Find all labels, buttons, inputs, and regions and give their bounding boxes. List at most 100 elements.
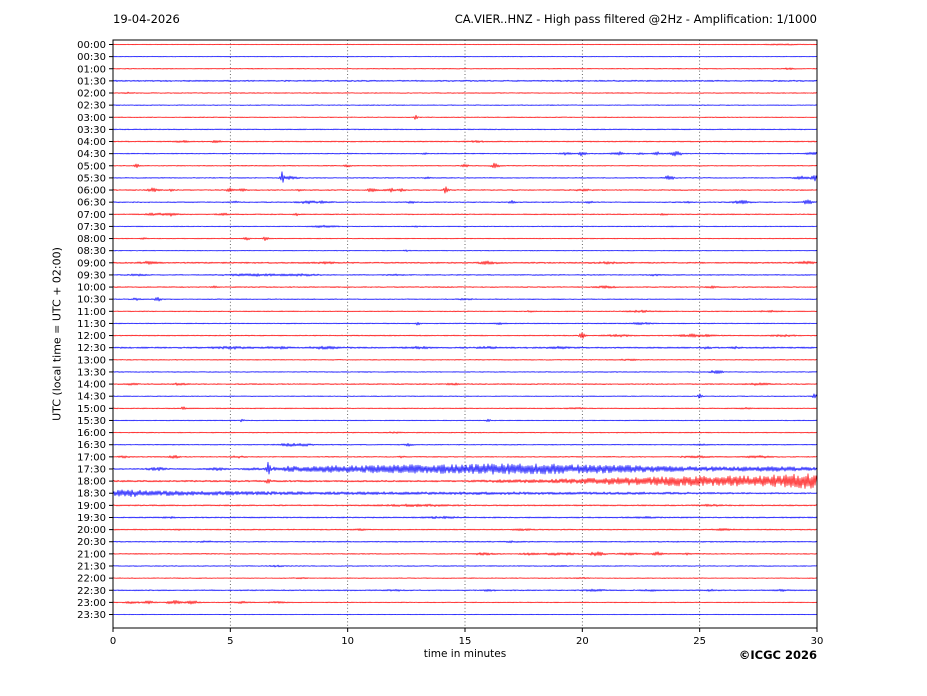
trace-0430	[112, 151, 818, 157]
row-time-label: 06:30	[77, 198, 106, 209]
row-time-label: 04:00	[77, 137, 106, 148]
x-tick-label: 25	[693, 636, 706, 647]
trace-2300	[112, 599, 818, 605]
trace-1100	[112, 309, 818, 313]
row-time-label: 19:00	[77, 501, 106, 512]
row-time-label: 20:30	[77, 537, 106, 548]
trace-1330	[112, 370, 818, 374]
row-time-label: 01:30	[77, 76, 106, 87]
row-time-label: 06:00	[77, 186, 106, 197]
row-time-label: 23:00	[77, 598, 106, 609]
row-time-label: 22:00	[77, 574, 106, 585]
x-tick-label: 5	[227, 636, 233, 647]
row-time-label: 23:30	[77, 610, 106, 621]
row-time-label: 13:00	[77, 355, 106, 366]
x-tick-label: 20	[576, 636, 589, 647]
trace-1300	[112, 358, 818, 362]
row-time-label: 17:00	[77, 452, 106, 463]
row-time-label: 12:30	[77, 343, 106, 354]
trace-2130	[112, 564, 818, 568]
trace-2030	[112, 540, 818, 544]
row-time-label: 11:00	[77, 307, 106, 318]
trace-2000	[112, 528, 818, 532]
row-time-label: 18:00	[77, 477, 106, 488]
row-time-label: 16:00	[77, 428, 106, 439]
row-time-label: 15:30	[77, 416, 106, 427]
trace-2100	[112, 551, 818, 557]
y-axis-label: UTC (local time = UTC + 02:00)	[50, 247, 64, 421]
trace-1730	[112, 461, 818, 475]
trace-1930	[112, 515, 818, 520]
row-time-label: 15:00	[77, 404, 106, 415]
row-time-label: 08:00	[77, 234, 106, 245]
x-tick-label: 0	[110, 636, 116, 647]
row-time-label: 07:30	[77, 222, 106, 233]
trace-2230	[112, 588, 818, 592]
row-time-label: 20:00	[77, 525, 106, 536]
trace-1030	[112, 296, 818, 302]
trace-1700	[112, 454, 818, 459]
row-time-label: 10:00	[77, 283, 106, 294]
trace-1500	[112, 406, 818, 410]
trace-0100	[112, 67, 818, 71]
trace-1200	[112, 332, 818, 339]
trace-0200	[112, 91, 818, 95]
trace-0500	[112, 162, 818, 169]
trace-0130	[112, 79, 818, 82]
trace-0630	[112, 199, 818, 205]
trace-0730	[112, 224, 818, 229]
row-time-label: 02:30	[77, 101, 106, 112]
row-time-label: 03:30	[77, 125, 106, 136]
row-time-label: 12:00	[77, 331, 106, 342]
row-time-label: 16:30	[77, 440, 106, 451]
x-tick-label: 10	[341, 636, 354, 647]
trace-1630	[112, 442, 818, 447]
trace-1230	[112, 345, 818, 350]
trace-1830	[112, 489, 818, 498]
row-time-label: 14:30	[77, 392, 106, 403]
x-tick-label: 15	[459, 636, 472, 647]
row-time-label: 09:30	[77, 270, 106, 281]
row-time-label: 22:30	[77, 586, 106, 597]
row-time-label: 00:30	[77, 52, 106, 63]
trace-0930	[112, 273, 818, 277]
trace-0030	[112, 55, 818, 58]
trace-0800	[112, 236, 818, 242]
x-tick-label: 30	[811, 636, 824, 647]
row-time-label: 05:30	[77, 173, 106, 184]
row-time-label: 21:00	[77, 549, 106, 560]
trace-0300	[112, 114, 818, 120]
trace-0330	[112, 128, 818, 131]
trace-0400	[112, 140, 818, 144]
row-time-label: 04:30	[77, 149, 106, 160]
row-time-label: 02:00	[77, 89, 106, 100]
trace-1430	[112, 393, 818, 399]
plot-frame	[112, 39, 818, 629]
row-time-label: 08:30	[77, 246, 106, 257]
row-time-label: 07:00	[77, 210, 106, 221]
row-time-label: 09:00	[77, 258, 106, 269]
row-time-label: 03:00	[77, 113, 106, 124]
row-time-label: 17:30	[77, 464, 106, 475]
trace-1530	[112, 418, 818, 423]
trace-1900	[112, 503, 818, 508]
trace-0600	[112, 186, 818, 194]
plot-title: CA.VIER..HNZ - High pass filtered @2Hz -…	[454, 12, 817, 26]
row-time-label: 10:30	[77, 295, 106, 306]
row-time-label: 00:00	[77, 40, 106, 51]
trace-0900	[112, 260, 818, 265]
row-time-label: 05:00	[77, 161, 106, 172]
row-time-label: 11:30	[77, 319, 106, 330]
trace-2200	[112, 576, 818, 580]
trace-1130	[112, 321, 818, 326]
trace-1400	[112, 382, 818, 386]
trace-0530	[112, 171, 818, 183]
row-time-label: 13:30	[77, 367, 106, 378]
plot-date: 19-04-2026	[113, 12, 180, 26]
trace-1800	[112, 473, 818, 489]
trace-0700	[112, 212, 818, 217]
row-time-label: 14:00	[77, 380, 106, 391]
row-time-label: 18:30	[77, 489, 106, 500]
trace-0830	[112, 249, 818, 252]
